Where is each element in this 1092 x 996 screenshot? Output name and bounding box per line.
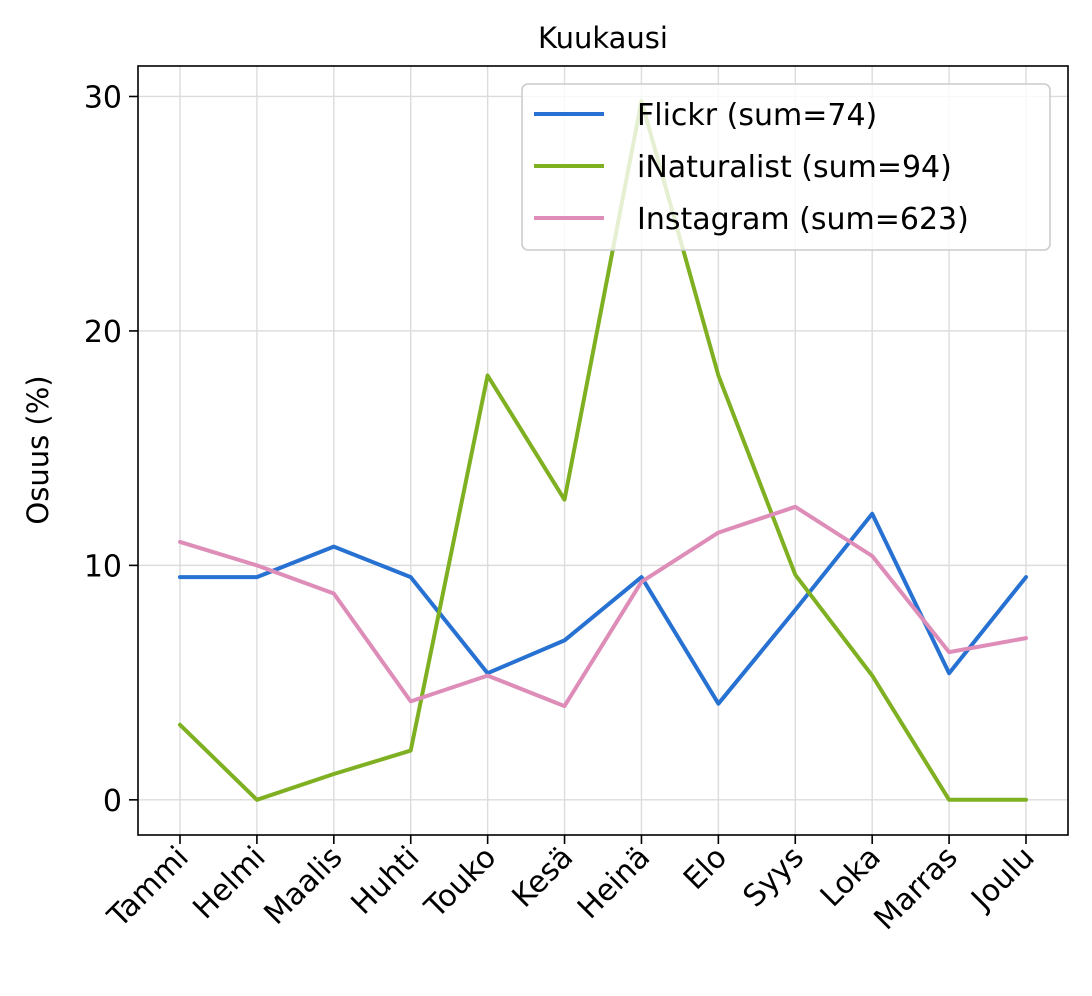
x-tick-label: Elo: [677, 840, 734, 897]
x-tick-label: Heinä: [571, 840, 657, 926]
legend-label: Instagram (sum=623): [637, 202, 969, 237]
series-line: [178, 99, 1028, 802]
x-tick-label: Joulu: [963, 840, 1041, 918]
series-lines: [178, 99, 1028, 802]
legend-label: iNaturalist (sum=94): [637, 150, 952, 185]
y-axis: 0 10 20 30: [84, 80, 138, 819]
x-tick-label: Touko: [418, 840, 504, 926]
chart-title: Kuukausi: [538, 21, 668, 55]
y-tick-label: 20: [84, 315, 122, 350]
x-tick-label: Tammi: [101, 840, 196, 935]
x-tick-label: Huhti: [345, 840, 427, 922]
x-tick-label: Marras: [868, 840, 965, 937]
legend-box: [521, 83, 1051, 251]
plot-frame: [137, 65, 1069, 836]
series-line: [178, 511, 1028, 706]
legend-label: Flickr (sum=74): [637, 98, 877, 133]
series-line: [178, 504, 1028, 709]
x-tick-label: Syys: [737, 840, 811, 914]
y-tick-label: 30: [84, 80, 122, 115]
y-axis-label: Osuus (%): [21, 375, 55, 524]
y-tick-label: 10: [84, 549, 122, 584]
x-tick-label: Helmi: [186, 840, 272, 926]
x-tick-label: Kesä: [505, 840, 580, 915]
x-tick-label: Maalis: [258, 840, 350, 932]
legend: Flickr (sum=74) iNaturalist (sum=94) Insta…: [521, 83, 1051, 251]
y-tick-label: 0: [103, 784, 122, 819]
